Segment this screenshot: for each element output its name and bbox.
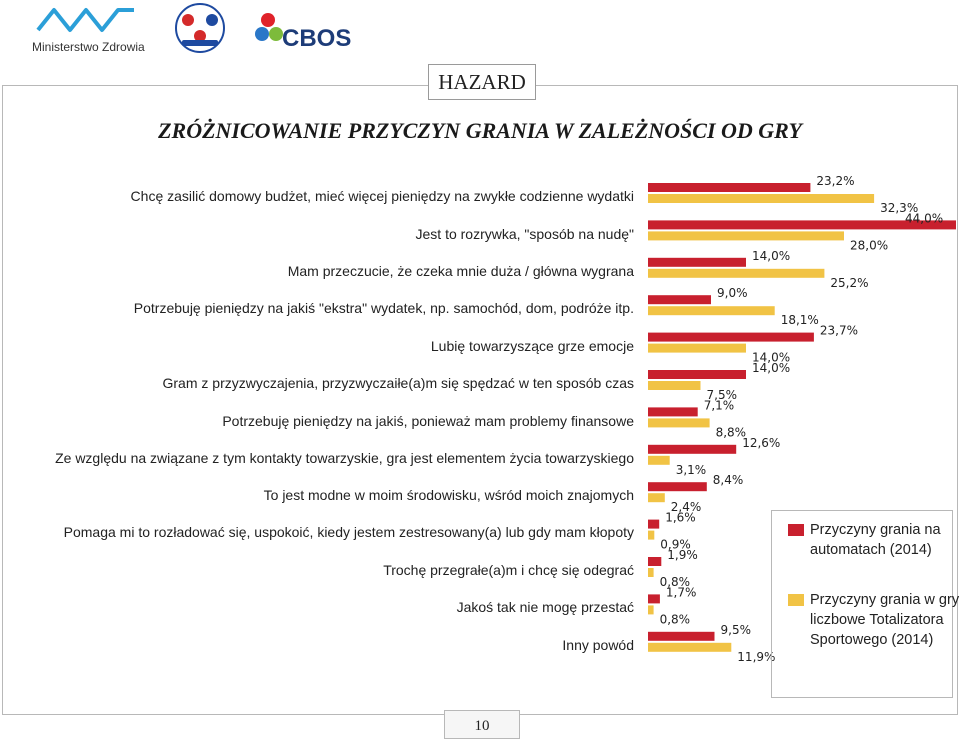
data-label: 0,9% — [660, 538, 691, 552]
data-label: 3,1% — [676, 463, 707, 477]
bar-automaty — [648, 594, 660, 604]
data-label: 44,0% — [905, 211, 943, 225]
bar-automaty — [648, 183, 811, 192]
bar-automaty — [648, 332, 814, 342]
data-label: 9,5% — [721, 623, 752, 637]
bar-totalizator — [648, 418, 710, 428]
bar-automaty — [648, 444, 737, 454]
data-label: 8,4% — [713, 473, 744, 487]
bar-automaty — [648, 370, 746, 379]
bar-totalizator — [648, 231, 844, 241]
data-label: 9,0% — [717, 286, 748, 300]
logo-bar: Ministerstwo Zdrowia CBOS — [32, 3, 351, 54]
category-label: Gram z przyzwyczajenia, przyzwyczaiłe(a)… — [162, 375, 635, 391]
data-label: 14,0% — [752, 249, 790, 263]
bar-automaty — [648, 482, 707, 492]
data-label: 11,9% — [737, 650, 775, 664]
legend-label: Przyczyny grania na automatach (2014) — [810, 522, 941, 558]
ministry-name: Ministerstwo Zdrowia — [32, 40, 145, 54]
page-number: 10 — [444, 710, 520, 739]
bar-automaty — [648, 519, 660, 529]
category-label: Jakoś tak nie mogę przestać — [456, 599, 634, 615]
category-label: Lubię towarzyszące grze emocje — [430, 338, 634, 354]
legend — [771, 510, 953, 698]
data-label: 1,6% — [665, 511, 696, 525]
legend-label: Przyczyny grania w gry liczbowe Totaliza… — [810, 592, 960, 648]
bar-automaty — [648, 295, 711, 305]
category-label: Potrzebuję pieniędzy na jakiś "ekstra" w… — [133, 300, 634, 316]
cbos-logo: CBOS — [255, 13, 351, 52]
bar-automaty — [648, 220, 956, 230]
category-label: Trochę przegrałe(a)m i chcę się odegrać — [383, 562, 634, 578]
data-label: 23,7% — [820, 324, 858, 338]
ministerstwo-zdrowia-logo: Ministerstwo Zdrowia — [32, 8, 145, 54]
bar-totalizator — [648, 343, 746, 353]
legend-swatch — [788, 524, 804, 536]
category-label: Pomaga mi to rozładować się, uspokoić, k… — [63, 524, 634, 540]
section-label-text: HAZARD — [438, 69, 526, 94]
data-label: 8,8% — [716, 425, 747, 439]
data-label: 28,0% — [850, 238, 888, 252]
bar-totalizator — [648, 605, 654, 615]
category-label: Jest to rozrywka, "sposób na nudę" — [415, 226, 635, 242]
data-label: 1,9% — [667, 548, 698, 562]
data-label: 14,0% — [752, 351, 790, 365]
bar-totalizator — [648, 568, 654, 577]
bar-totalizator — [648, 306, 775, 316]
bar-totalizator — [648, 381, 701, 390]
bar-totalizator — [648, 493, 665, 503]
category-label: Potrzebuję pieniędzy na jakiś, ponieważ … — [222, 413, 634, 429]
category-label: Ze względu na związane z tym kontakty to… — [55, 450, 634, 466]
data-label: 32,3% — [880, 201, 918, 215]
category-label: To jest modne w moim środowisku, wśród m… — [263, 487, 634, 503]
bar-totalizator — [648, 194, 875, 203]
bar-automaty — [648, 407, 698, 417]
data-label: 7,5% — [707, 388, 738, 402]
data-label: 12,6% — [742, 436, 780, 450]
bar-totalizator — [648, 642, 732, 652]
data-label: 1,7% — [666, 585, 697, 599]
data-label: 0,8% — [660, 575, 691, 589]
bar-automaty — [648, 557, 662, 566]
data-label: 14,0% — [752, 361, 790, 375]
legend-swatch — [788, 594, 804, 606]
emblem-logo — [175, 3, 225, 53]
bar-automaty — [648, 257, 746, 267]
category-label: Inny powód — [562, 637, 634, 653]
bar-totalizator — [648, 268, 825, 278]
data-label: 25,2% — [830, 276, 868, 290]
data-label: 18,1% — [781, 313, 819, 327]
data-label: 23,2% — [816, 174, 854, 188]
chart-title: ZRÓŻNICOWANIE PRZYCZYN GRANIA W ZALEŻNOŚ… — [158, 118, 802, 143]
category-label: Mam przeczucie, że czeka mnie duża / głó… — [287, 263, 634, 279]
bar-automaty — [648, 631, 715, 641]
data-label: 2,4% — [671, 500, 702, 514]
cbos-text: CBOS — [282, 25, 351, 52]
section-label: HAZARD — [428, 64, 536, 100]
bar-totalizator — [648, 530, 655, 540]
data-label: 0,8% — [660, 612, 691, 626]
bar-totalizator — [648, 455, 670, 465]
category-label: Chcę zasilić domowy budżet, mieć więcej … — [130, 188, 634, 204]
data-label: 7,1% — [704, 398, 735, 412]
